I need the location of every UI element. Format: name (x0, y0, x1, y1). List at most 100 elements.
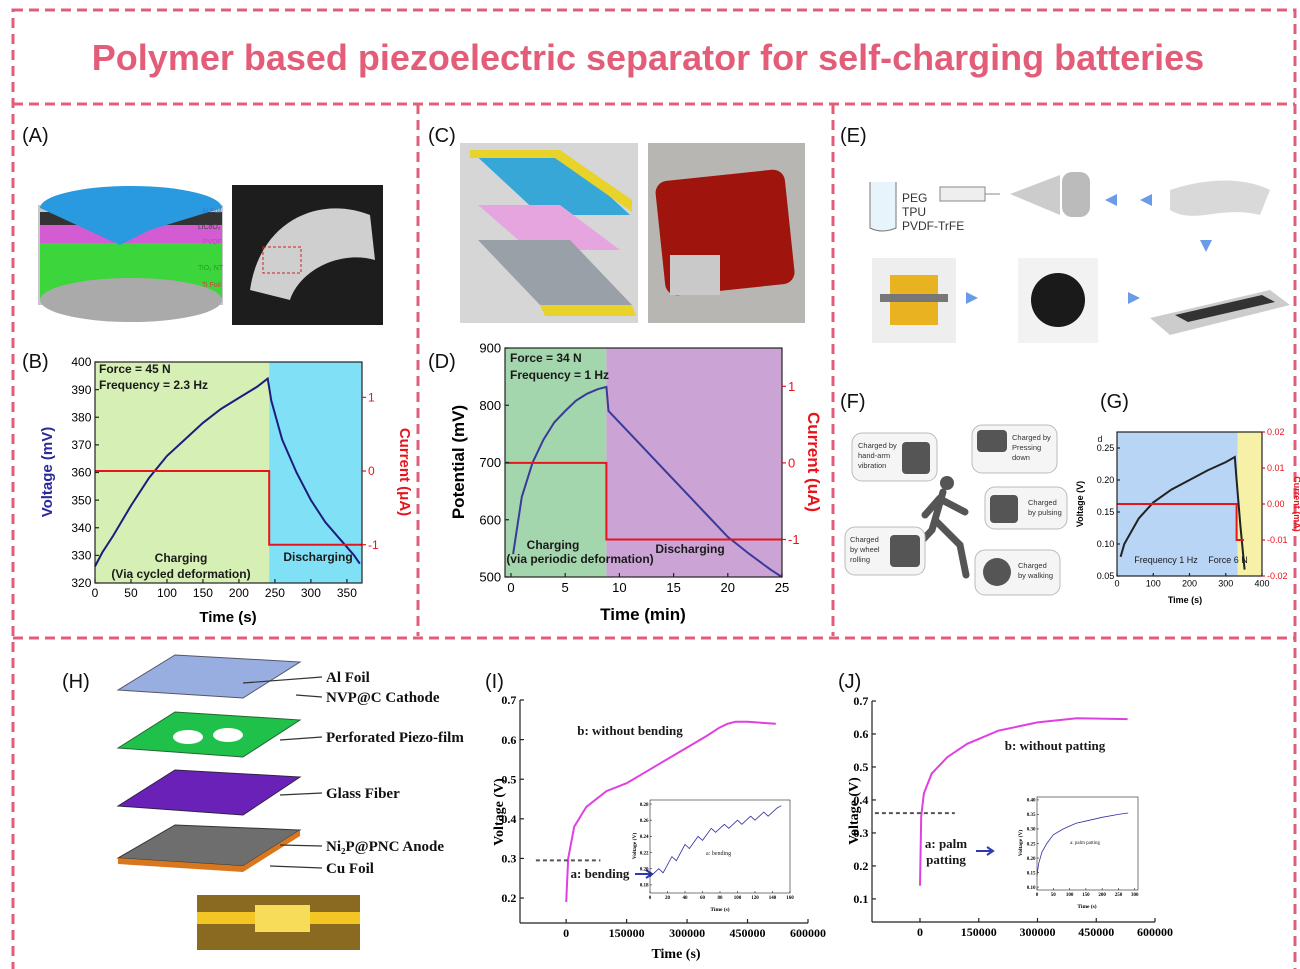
x-tick-label: 140 (769, 896, 777, 901)
diagram-label: PVDF (203, 239, 222, 246)
y-axis-label: Voltage (V) (1017, 830, 1024, 857)
y2-tick-label: -0.02 (1267, 571, 1288, 581)
x-tick-label: 20 (665, 896, 671, 901)
panel-label: (A) (22, 125, 49, 147)
data-line (1117, 503, 1244, 541)
chart: 0 100 200 300 400 0.05 0.10 0.15 0.20 0.25 0.02 0.0… (1075, 427, 1300, 605)
outer-border (11, 8, 1297, 969)
x-tick-label: 200 (1098, 893, 1106, 898)
annotation: Frequency = 2.3 Hz (99, 378, 208, 392)
x-tick-label: 10 (612, 580, 626, 595)
y-tick-label: 0.05 (1097, 571, 1115, 581)
panel-label: (D) (428, 351, 456, 373)
y-tick-label: 0.25 (1097, 443, 1115, 453)
x-tick-label: 25 (775, 580, 789, 595)
x-axis-label: Time (s) (1077, 903, 1096, 910)
layer-label: NVP@C Cathode (326, 690, 440, 706)
x-tick-label: 0 (507, 580, 514, 595)
y-axis-label: Voltage (V) (631, 833, 638, 860)
diagram-label: TPU (902, 205, 926, 219)
x-axis-label: Time (s) (1168, 595, 1202, 605)
y2-tick-label: -1 (368, 538, 379, 552)
x-axis-label: Time (s) (199, 609, 256, 626)
diagram-label: Al Foil (202, 208, 222, 215)
x-tick-label: 150000 (961, 925, 997, 939)
y2-axis-label: Current (μA) (396, 428, 413, 516)
x-axis-label: Time (s) (710, 906, 729, 913)
y-tick-label: 0.25 (1027, 842, 1036, 847)
bubble-label: Pressing (1012, 443, 1041, 452)
y-tick-label: 0.15 (1097, 507, 1115, 517)
x-tick-label: 350 (337, 586, 357, 600)
x-tick-label: 200 (1182, 578, 1197, 588)
bubble-label: by wheel (850, 545, 880, 554)
y2-tick-label: -1 (788, 532, 800, 547)
y-tick-label: 0.7 (853, 694, 868, 708)
x-tick-label: 0 (649, 896, 652, 901)
layer-label: Glass Fiber (326, 786, 400, 802)
y-tick-label: 0.2 (501, 891, 516, 905)
y-tick-label: 0.20 (1097, 475, 1115, 485)
x-tick-label: 450000 (730, 926, 766, 940)
data-line (919, 717, 1128, 886)
runner-illustration (844, 424, 1068, 596)
x-tick-label: 100 (157, 586, 177, 600)
y-tick-label: 0.26 (640, 819, 649, 824)
bubble-label: by walking (1018, 571, 1053, 580)
diagram-label: Ti Foil (202, 282, 221, 289)
x-tick-label: 0 (92, 586, 99, 600)
panel-label: (C) (428, 125, 456, 147)
y-tick-label: 0.28 (640, 803, 649, 808)
x-tick-label: 5 (562, 580, 569, 595)
arrow (976, 846, 995, 856)
annotation: Frequency = 1 Hz (510, 368, 609, 382)
fabrication-diagram (869, 172, 1290, 343)
x-tick-label: 100 (1146, 578, 1161, 588)
layer-label: Cu Foil (326, 861, 374, 877)
y-tick-label: 700 (479, 455, 501, 470)
annotation: b: without bending (577, 723, 683, 738)
annotation: b: without patting (1005, 738, 1106, 753)
arrow (635, 869, 654, 879)
x-tick-label: 20 (721, 580, 735, 595)
annotation: Force 6 N (1208, 555, 1248, 565)
annotation: Discharging (655, 542, 724, 556)
y-tick-label: 360 (71, 466, 91, 480)
bubble-label: Charged (850, 535, 879, 544)
y-tick-label: 0.3 (853, 826, 868, 840)
y-tick-label: 0.22 (640, 851, 649, 856)
annotation: (via periodic deformation) (506, 552, 653, 566)
y-axis-label: Voltage (mV) (39, 427, 56, 518)
x-tick-label: 0 (1036, 893, 1039, 898)
y-tick-label: 0.24 (640, 835, 649, 840)
panel-label: (I) (485, 671, 504, 693)
x-tick-label: 0 (563, 926, 569, 940)
y-tick-label: 0.18 (640, 884, 649, 889)
y-axis-label: Voltage (V) (492, 778, 507, 846)
y-tick-label: 380 (71, 410, 91, 424)
diagram-label: LiCoO₂ (198, 224, 221, 231)
x-tick-label: 150000 (609, 926, 645, 940)
x-tick-label: 300 (301, 586, 321, 600)
chart: 0 150000 300000 450000 600000 0.1 0.2 0.3 0.4 0.5… (847, 694, 1173, 939)
panel-label: (B) (22, 351, 49, 373)
annotation: a: bending (706, 851, 731, 857)
y-tick-label: 0.5 (853, 760, 868, 774)
x-axis-label: Time (s) (651, 947, 700, 962)
annotation: patting (926, 852, 966, 867)
x-tick-label: 600000 (1137, 925, 1173, 939)
x-tick-label: 120 (751, 896, 759, 901)
bubble-label: down (1012, 453, 1030, 462)
y-tick-label: 0.30 (1027, 828, 1036, 833)
x-axis-label: Time (min) (600, 605, 686, 624)
x-tick-label: 50 (124, 586, 138, 600)
x-tick-label: 250 (1115, 893, 1123, 898)
y-tick-label: 330 (71, 549, 91, 563)
y-tick-label: 0.4 (853, 793, 868, 807)
y-tick-label: 0.10 (1097, 539, 1115, 549)
y2-tick-label: 0.00 (1267, 499, 1285, 509)
annotation: Force = 34 N (510, 351, 582, 365)
diagram-label: PEG (902, 191, 927, 205)
y-tick-label: 0.4 (501, 812, 516, 826)
region (95, 362, 270, 583)
